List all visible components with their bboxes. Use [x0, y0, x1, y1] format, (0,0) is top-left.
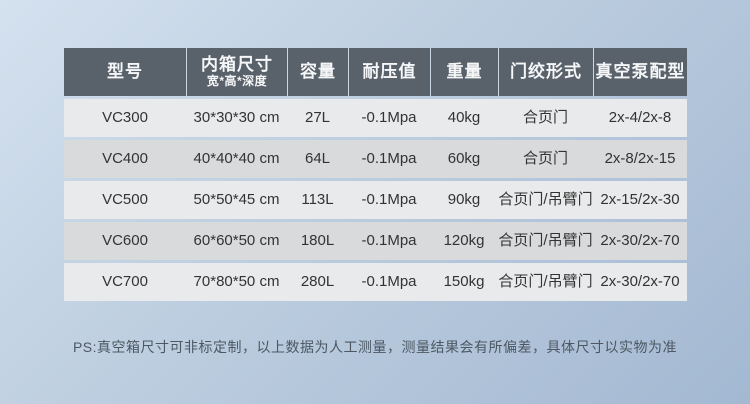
cell-vacuum-pump: 2x-8/2x-15	[604, 150, 676, 167]
col-header-door-hinge: 门绞形式	[498, 48, 593, 96]
table-row-vc600: VC600 60*60*50 cm 180L -0.1Mpa 120kg 合页门…	[64, 222, 687, 260]
cell-pressure: -0.1Mpa	[361, 232, 417, 249]
col-header-pressure-label: 耐压值	[362, 62, 417, 82]
cell-pressure: -0.1Mpa	[361, 109, 417, 126]
cell-capacity: 280L	[300, 273, 335, 290]
cell-door-hinge: 合页门/吊臂门	[498, 191, 593, 208]
cell-pressure: -0.1Mpa	[361, 150, 417, 167]
cell-model: VC400	[102, 150, 148, 167]
cell-door-hinge: 合页门/吊臂门	[498, 232, 593, 249]
col-header-capacity: 容量	[287, 48, 348, 96]
col-header-vacuum-pump-label: 真空泵配型	[595, 62, 686, 82]
cell-weight: 120kg	[443, 232, 485, 249]
col-header-weight-label: 重量	[446, 62, 483, 82]
footnote-text: PS:真空箱尺寸可非标定制，以上数据为人工测量，测量结果会有所偏差，具体尺寸以实…	[72, 339, 678, 355]
table-header-row: 型号 内箱尺寸 宽*高*深度 容量 耐压值 重量 门绞形式 真空泵配型	[64, 48, 687, 96]
col-header-model: 型号	[64, 48, 186, 96]
cell-weight: 150kg	[443, 273, 485, 290]
col-header-inner-size: 内箱尺寸 宽*高*深度	[186, 48, 287, 96]
cell-model: VC500	[102, 191, 148, 208]
table-row-vc300: VC300 30*30*30 cm 27L -0.1Mpa 40kg 合页门 2…	[64, 99, 687, 137]
cell-model: VC600	[102, 232, 148, 249]
cell-model: VC700	[102, 273, 148, 290]
col-header-pressure: 耐压值	[348, 48, 430, 96]
col-header-model-label: 型号	[107, 62, 143, 82]
cell-weight: 40kg	[447, 109, 481, 126]
cell-door-hinge: 合页门	[522, 109, 568, 126]
col-header-inner-size-label: 内箱尺寸	[201, 54, 273, 74]
cell-capacity: 27L	[304, 109, 331, 126]
cell-vacuum-pump: 2x-30/2x-70	[600, 232, 680, 249]
col-header-vacuum-pump: 真空泵配型	[593, 48, 687, 96]
cell-pressure: -0.1Mpa	[361, 273, 417, 290]
col-header-inner-size-sublabel: 宽*高*深度	[206, 74, 268, 89]
col-header-door-hinge-label: 门绞形式	[510, 62, 582, 82]
cell-inner-size: 40*40*40 cm	[193, 150, 280, 167]
cell-inner-size: 50*50*45 cm	[193, 191, 280, 208]
cell-pressure: -0.1Mpa	[361, 191, 417, 208]
cell-inner-size: 30*30*30 cm	[193, 109, 280, 126]
table-row-vc400: VC400 40*40*40 cm 64L -0.1Mpa 60kg 合页门 2…	[64, 140, 687, 178]
cell-weight: 90kg	[447, 191, 481, 208]
cell-door-hinge: 合页门/吊臂门	[498, 273, 593, 290]
cell-weight: 60kg	[447, 150, 481, 167]
cell-capacity: 180L	[300, 232, 335, 249]
cell-inner-size: 70*80*50 cm	[193, 273, 280, 290]
cell-vacuum-pump: 2x-4/2x-8	[608, 109, 672, 126]
cell-capacity: 113L	[301, 191, 334, 208]
spec-table: 型号 内箱尺寸 宽*高*深度 容量 耐压值 重量 门绞形式 真空泵配型	[64, 48, 687, 301]
cell-model: VC300	[102, 109, 148, 126]
cell-vacuum-pump: 2x-30/2x-70	[600, 273, 680, 290]
table-row-vc500: VC500 50*50*45 cm 113L -0.1Mpa 90kg 合页门/…	[64, 181, 687, 219]
cell-capacity: 64L	[304, 150, 331, 167]
col-header-capacity-label: 容量	[300, 62, 336, 82]
table-row-vc700: VC700 70*80*50 cm 280L -0.1Mpa 150kg 合页门…	[64, 263, 687, 301]
cell-door-hinge: 合页门	[522, 150, 568, 167]
cell-inner-size: 60*60*50 cm	[193, 232, 280, 249]
col-header-weight: 重量	[430, 48, 498, 96]
cell-vacuum-pump: 2x-15/2x-30	[600, 191, 680, 208]
